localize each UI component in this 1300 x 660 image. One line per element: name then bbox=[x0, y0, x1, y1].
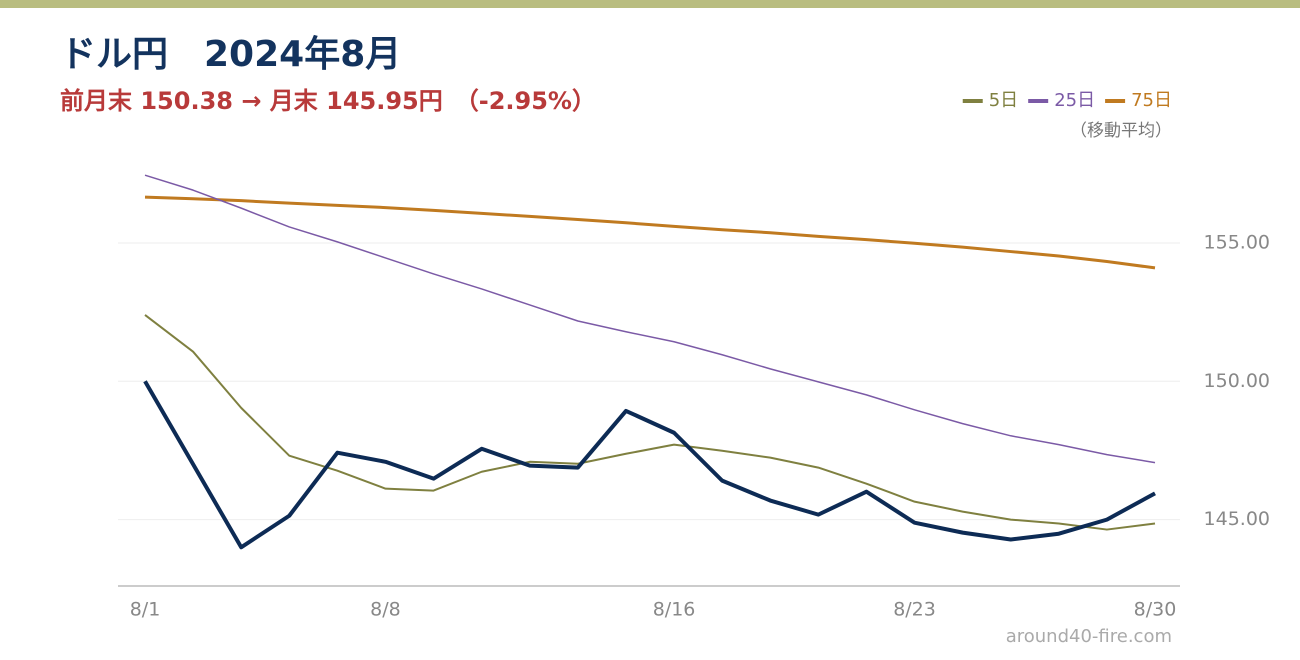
top-band bbox=[0, 0, 1300, 8]
x-tick-label: 8/1 bbox=[130, 599, 161, 621]
legend-label: 5日 bbox=[989, 90, 1018, 111]
series-line bbox=[144, 174, 1156, 464]
legend-label: 25日 bbox=[1054, 90, 1095, 111]
x-tick-label: 8/8 bbox=[370, 599, 401, 621]
chart-subtitle: 前月末 150.38 → 月末 145.95円 （-2.95%） bbox=[60, 87, 596, 115]
chart-title: ドル円 2024年8月 bbox=[60, 34, 401, 75]
y-tick-label: 155.00 bbox=[1204, 231, 1270, 253]
series-line bbox=[143, 380, 1156, 550]
series-line bbox=[144, 314, 1156, 531]
y-tick-label: 150.00 bbox=[1204, 370, 1270, 392]
x-tick-label: 8/23 bbox=[893, 599, 936, 621]
y-tick-label: 145.00 bbox=[1204, 508, 1270, 530]
x-tick-label: 8/16 bbox=[653, 599, 696, 621]
source: around40-fire.com bbox=[1006, 626, 1172, 647]
legend-label: 75日 bbox=[1131, 90, 1172, 111]
series-line bbox=[144, 195, 1156, 270]
x-tick-label: 8/30 bbox=[1134, 599, 1177, 621]
legend-note: （移動平均） bbox=[1070, 121, 1172, 141]
